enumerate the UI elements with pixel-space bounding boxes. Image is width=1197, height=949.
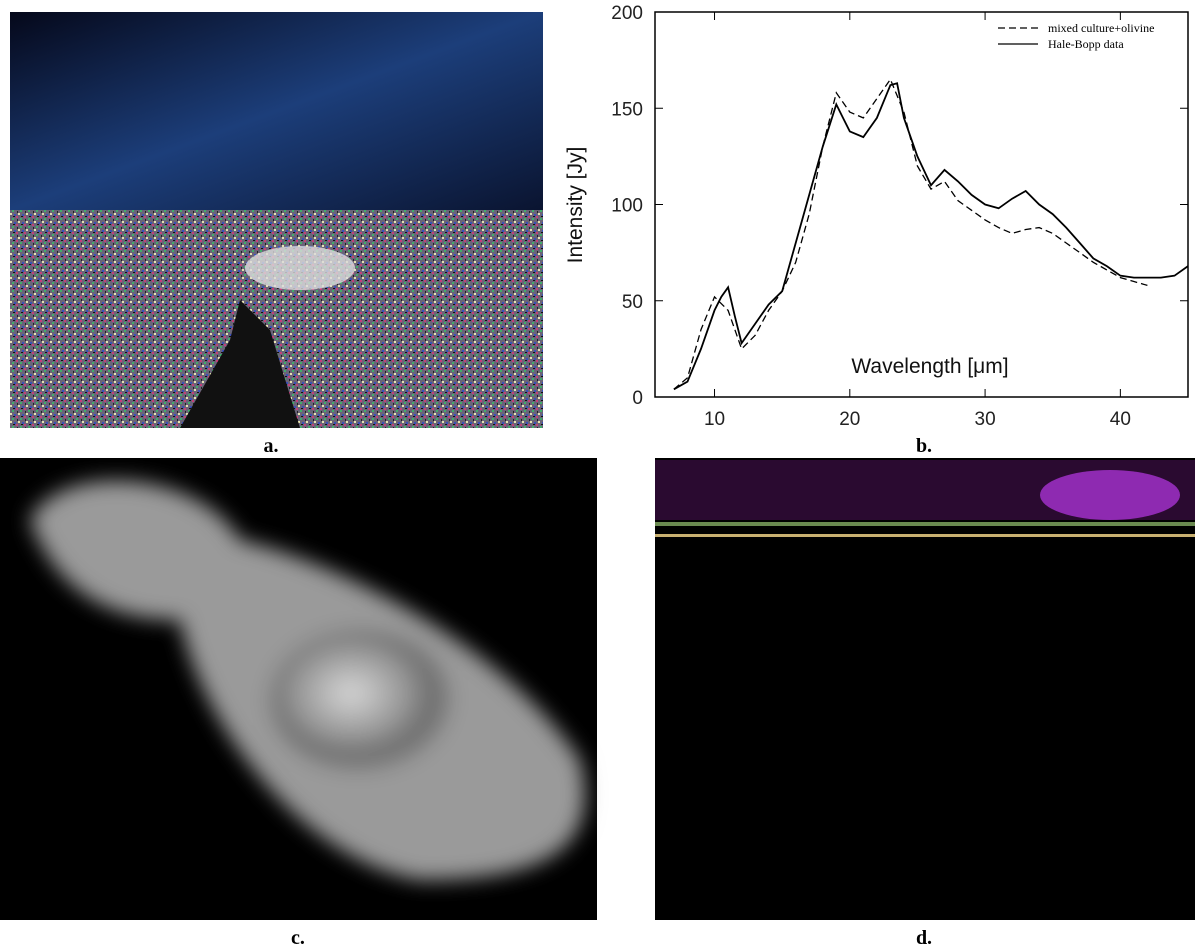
legend-label: Hale-Bopp data <box>1048 37 1124 51</box>
y-tick-label: 200 <box>611 3 643 24</box>
line-series <box>674 79 1148 389</box>
x-tick-label: 40 <box>1110 409 1131 430</box>
panel-label: c. <box>291 927 305 949</box>
panel-label: a. <box>264 435 279 457</box>
y-tick-label: 100 <box>611 196 643 217</box>
y-tick-label: 0 <box>632 388 643 409</box>
y-tick-label: 150 <box>611 99 643 120</box>
page: {"panels": ["a.", "b.", "c.", "d."], "ch… <box>0 0 1197 949</box>
y-tick-label: 50 <box>622 292 643 313</box>
panel-label: d. <box>916 927 932 949</box>
y-axis-title: Intensity [Jy] <box>564 147 587 264</box>
image-c <box>0 458 597 920</box>
legend-label: mixed culture+olivine <box>1048 21 1154 35</box>
x-axis-title: Wavelength [μm] <box>851 355 1008 378</box>
panel-label: b. <box>916 435 932 457</box>
figure: a. c. d. Intensity [Jy] Wavelength [μm] … <box>0 0 1197 949</box>
image-a <box>10 12 543 428</box>
x-tick-label: 30 <box>975 409 996 430</box>
plot-frame <box>655 12 1188 397</box>
x-tick-label: 10 <box>704 409 725 430</box>
image-d <box>655 458 1195 920</box>
line-series <box>674 83 1188 389</box>
x-tick-label: 20 <box>839 409 860 430</box>
